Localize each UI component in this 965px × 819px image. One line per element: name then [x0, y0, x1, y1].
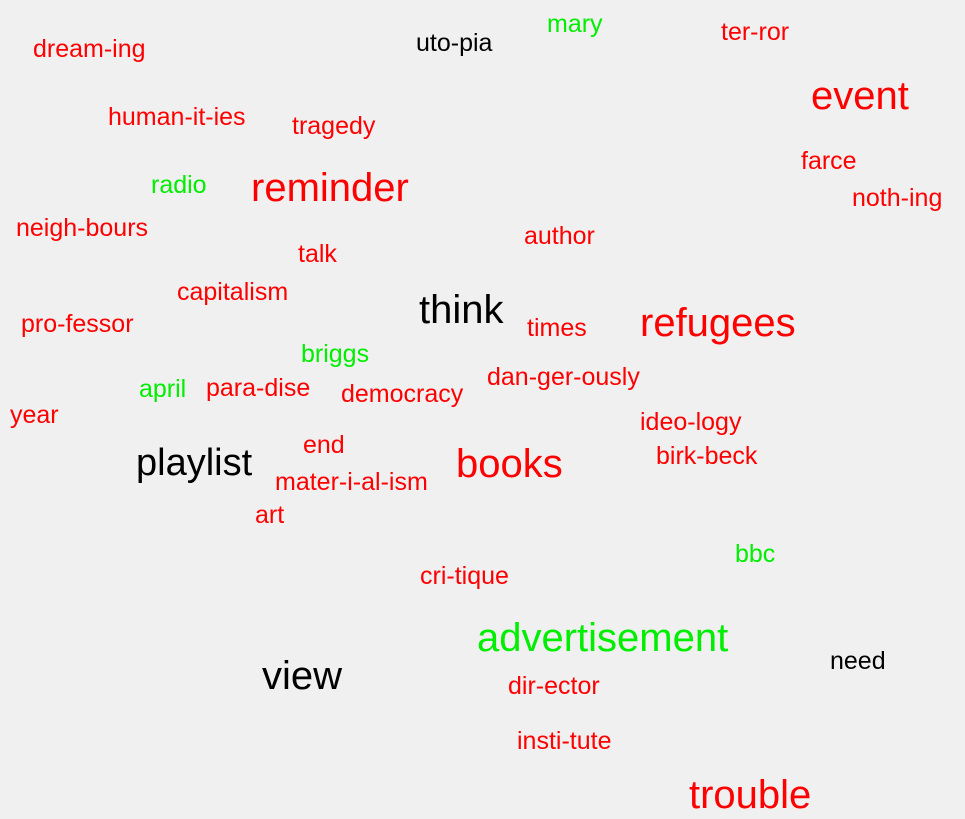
word-dan-ger-ously: dan-ger-ously [487, 363, 640, 391]
word-trouble: trouble [689, 773, 812, 817]
word-refugees: refugees [640, 301, 796, 345]
word-april: april [139, 375, 187, 403]
word-democracy: democracy [341, 380, 464, 408]
word-view: view [262, 654, 343, 698]
word-times: times [527, 314, 587, 342]
word-cri-tique: cri-tique [420, 562, 509, 590]
word-dream-ing: dream-ing [33, 35, 146, 63]
word-art: art [255, 501, 285, 529]
word-ideo-logy: ideo-logy [640, 408, 742, 436]
word-mater-i-al-ism: mater-i-al-ism [275, 468, 428, 496]
word-briggs: briggs [301, 340, 370, 368]
word-reminder: reminder [251, 166, 409, 210]
word-tragedy: tragedy [292, 112, 376, 140]
word-radio: radio [151, 171, 207, 199]
word-capitalism: capitalism [177, 278, 289, 306]
word-author: author [524, 222, 595, 250]
word-talk: talk [298, 240, 337, 268]
word-birk-beck: birk-beck [656, 442, 758, 470]
word-human-it-ies: human-it-ies [108, 103, 246, 131]
word-think: think [419, 288, 504, 332]
word-playlist: playlist [136, 442, 253, 484]
word-year: year [10, 401, 59, 429]
word-farce: farce [801, 147, 857, 175]
word-end: end [303, 431, 345, 459]
word-advertisement: advertisement [477, 616, 729, 660]
word-insti-tute: insti-tute [517, 727, 612, 755]
word-para-dise: para-dise [206, 374, 311, 402]
word-uto-pia: uto-pia [416, 29, 493, 57]
word-noth-ing: noth-ing [852, 184, 943, 212]
word-neigh-bours: neigh-bours [16, 214, 149, 242]
word-ter-ror: ter-ror [721, 18, 790, 46]
word-event: event [811, 74, 909, 118]
word-need: need [830, 647, 886, 675]
word-pro-fessor: pro-fessor [21, 310, 134, 338]
word-mary: mary [547, 10, 603, 38]
word-books: books [456, 442, 563, 486]
word-bbc: bbc [735, 540, 776, 568]
word-dir-ector: dir-ector [508, 672, 600, 700]
